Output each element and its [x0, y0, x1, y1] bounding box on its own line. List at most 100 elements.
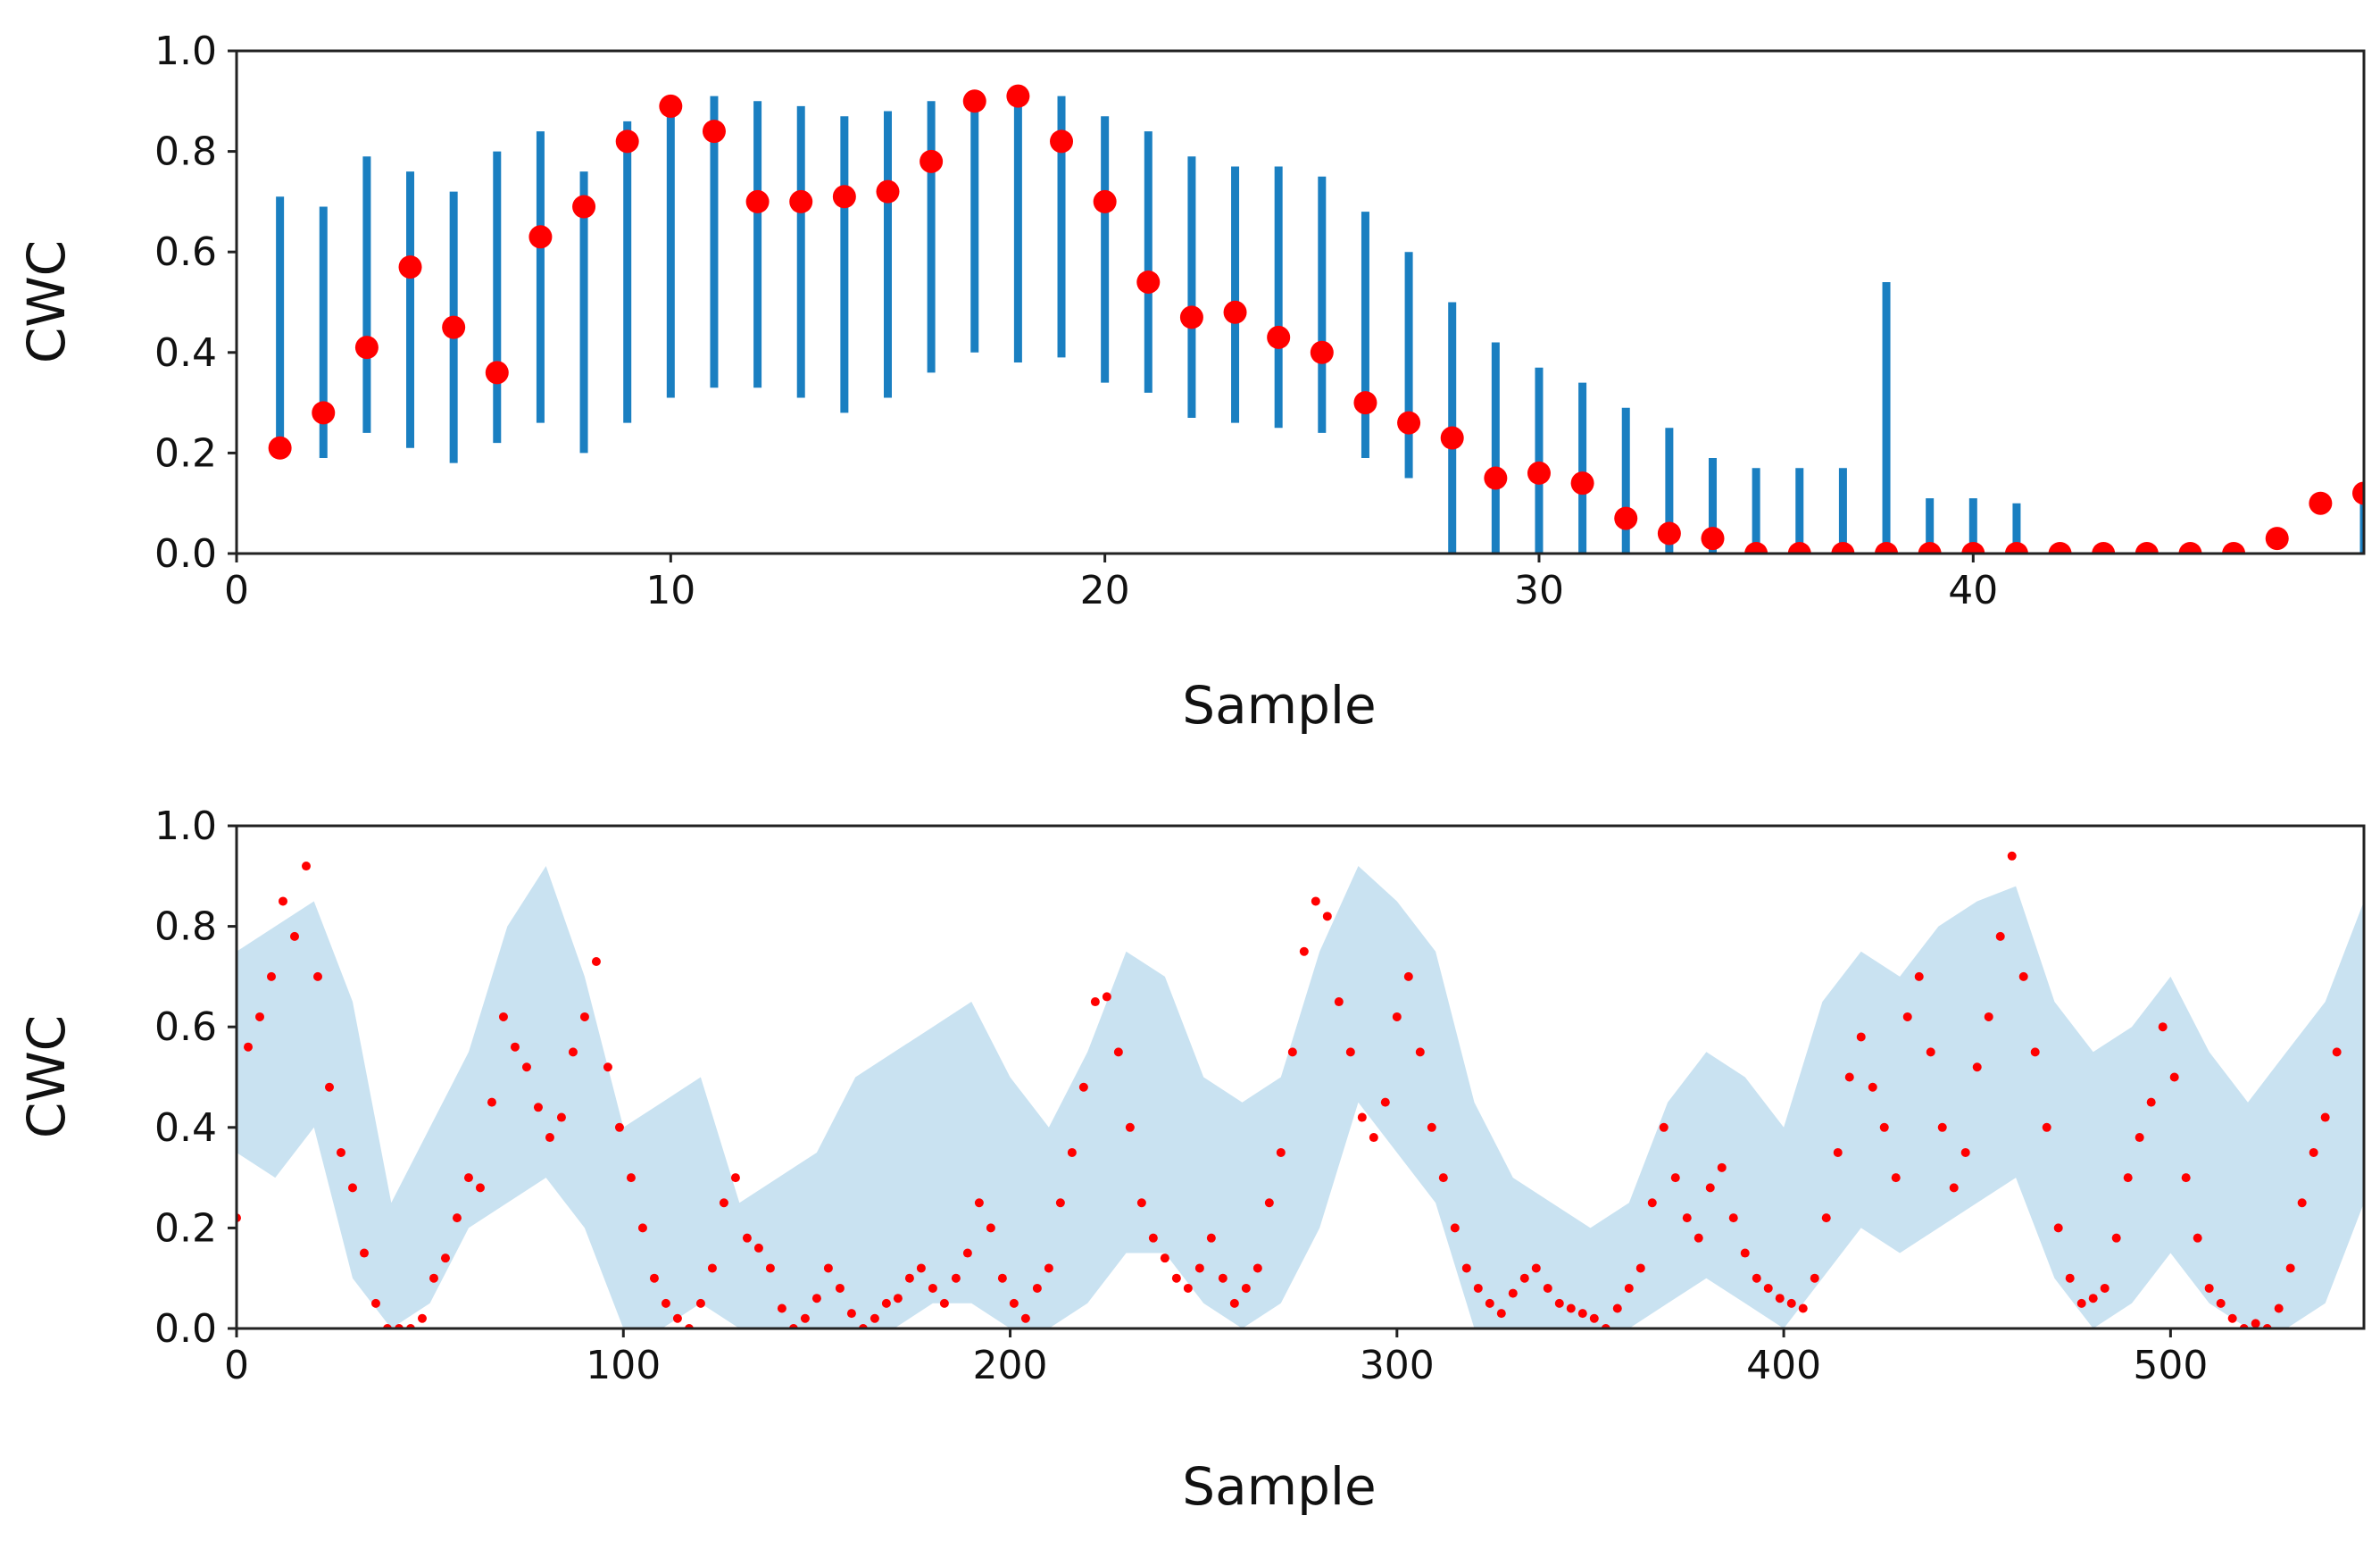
interval-chart-marks: [268, 84, 2364, 554]
observed-point: [1775, 1294, 1785, 1303]
observed-point: [1357, 1112, 1367, 1122]
observed-point: [485, 361, 509, 385]
observed-point: [2135, 542, 2159, 554]
observed-point: [1543, 1283, 1552, 1293]
observed-point: [289, 931, 299, 941]
observed-point: [528, 225, 553, 249]
observed-point: [742, 1233, 752, 1243]
observed-point: [920, 149, 944, 173]
observed-point: [1918, 542, 1942, 554]
observed-point: [1949, 1183, 1959, 1193]
observed-point: [893, 1294, 903, 1303]
uncertainty-band: [237, 866, 2364, 1328]
observed-point: [1450, 1223, 1460, 1233]
observed-point: [1531, 1263, 1541, 1273]
observed-point: [1926, 1047, 1935, 1057]
observed-point: [904, 1273, 914, 1283]
observed-point: [1461, 1263, 1471, 1273]
observed-point: [881, 1298, 891, 1308]
observed-point: [1093, 189, 1117, 213]
observed-point: [615, 129, 639, 154]
observed-point: [545, 1133, 554, 1143]
observed-point: [1223, 300, 1247, 324]
band-chart-ytick-label: 0.0: [154, 1306, 217, 1352]
observed-point: [1125, 1122, 1135, 1132]
observed-point: [1020, 1313, 1030, 1323]
observed-point: [1345, 1047, 1355, 1057]
observed-point: [2216, 1298, 2226, 1308]
observed-point: [2332, 1047, 2342, 1057]
observed-point: [626, 1173, 636, 1183]
observed-point: [1570, 471, 1594, 496]
observed-point: [1009, 1298, 1019, 1308]
observed-point: [962, 1248, 972, 1258]
observed-point: [745, 189, 770, 213]
observed-point: [1763, 1283, 1773, 1293]
observed-point: [800, 1313, 810, 1323]
observed-point: [1218, 1273, 1227, 1283]
observed-point: [1183, 1283, 1193, 1293]
observed-point: [637, 1223, 647, 1233]
observed-point: [2309, 1147, 2318, 1157]
observed-point: [2065, 1273, 2075, 1283]
observed-point: [1078, 1082, 1088, 1092]
observed-point: [1728, 1213, 1738, 1223]
observed-point: [2204, 1283, 2214, 1293]
observed-point: [1484, 466, 1508, 490]
observed-point: [846, 1309, 856, 1319]
observed-point: [2352, 481, 2364, 505]
observed-point: [2285, 1263, 2295, 1273]
band-chart-xtick-label: 100: [586, 1343, 661, 1388]
observed-point: [1194, 1263, 1204, 1273]
observed-point: [1369, 1133, 1378, 1143]
observed-point: [440, 1253, 450, 1263]
observed-point: [1693, 1233, 1703, 1243]
band-chart-ytick-label: 0.2: [154, 1205, 217, 1251]
observed-point: [1179, 305, 1203, 329]
observed-point: [2111, 1233, 2121, 1243]
observed-point: [1508, 1288, 1518, 1298]
interval-chart-xtick-label: 10: [645, 568, 695, 613]
observed-point: [1276, 1147, 1286, 1157]
observed-point: [510, 1042, 520, 1052]
observed-point: [2227, 1313, 2237, 1323]
observed-point: [730, 1173, 740, 1183]
observed-point: [1614, 506, 1638, 530]
observed-point: [1113, 1047, 1123, 1057]
observed-point: [487, 1097, 496, 1107]
observed-point: [398, 255, 422, 279]
observed-point: [1264, 1198, 1274, 1208]
observed-point: [1868, 1082, 1877, 1092]
observed-point: [1136, 1198, 1146, 1208]
observed-point: [1717, 1162, 1727, 1172]
observed-point: [1856, 1032, 1866, 1042]
observed-point: [2042, 1122, 2051, 1132]
observed-point: [870, 1313, 879, 1323]
observed-point: [442, 315, 466, 339]
observed-point: [2158, 1022, 2168, 1032]
observed-point: [1810, 1273, 1819, 1283]
band-chart-ylabel: CWC: [16, 1015, 77, 1138]
observed-point: [312, 401, 336, 425]
observed-point: [1397, 411, 1421, 435]
observed-point: [1496, 1309, 1506, 1319]
observed-point: [568, 1047, 578, 1057]
interval-chart: 0 10 20 30 40 0.0 0.2 0.4 0.6 0.8 1.0 Sample CWC: [16, 29, 2366, 736]
band-chart-ytick-label: 1.0: [154, 804, 217, 849]
band-chart-marks: [237, 851, 2364, 1328]
observed-point: [336, 1147, 345, 1157]
observed-point: [268, 436, 292, 460]
observed-point: [579, 1012, 589, 1021]
observed-point: [1287, 1047, 1297, 1057]
observed-point: [2088, 1294, 2098, 1303]
interval-chart-xtick-label: 30: [1514, 568, 1564, 613]
observed-point: [475, 1183, 485, 1193]
observed-point: [1786, 1298, 1796, 1308]
observed-point: [1485, 1298, 1494, 1308]
observed-point: [572, 195, 596, 219]
observed-point: [1067, 1147, 1077, 1157]
observed-point: [1252, 1263, 1262, 1273]
observed-point: [1473, 1283, 1483, 1293]
observed-point: [1624, 1283, 1634, 1293]
